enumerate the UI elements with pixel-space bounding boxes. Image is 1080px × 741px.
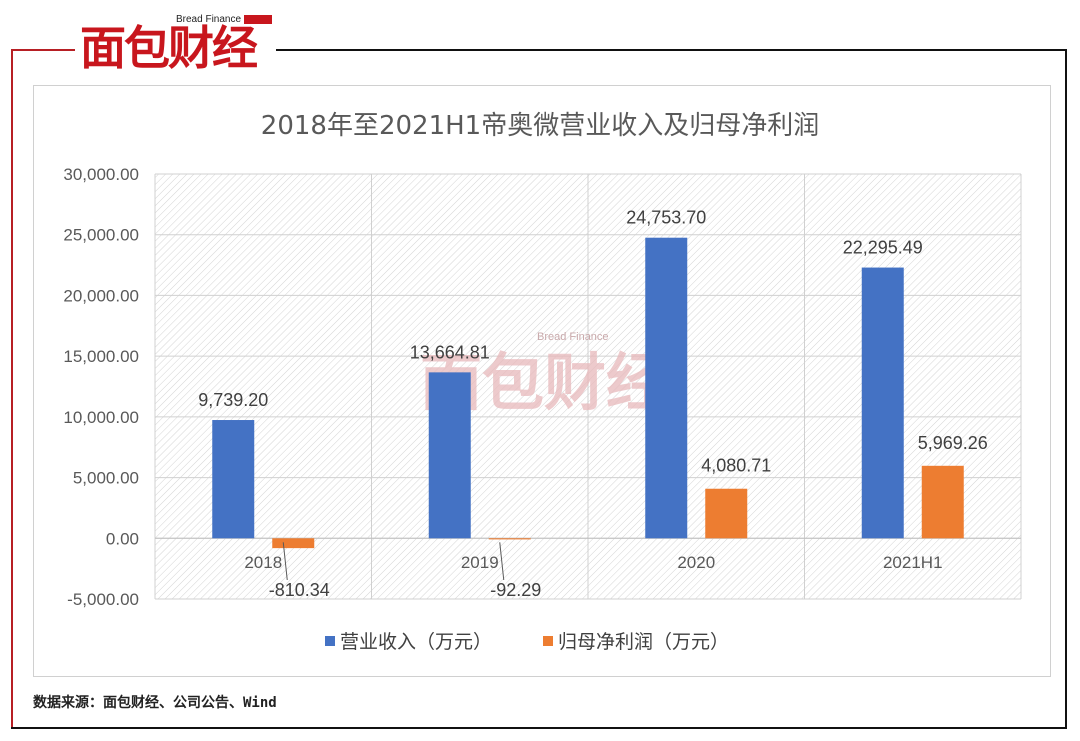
x-axis-labels: 2018 2019 2020 2021H1: [244, 553, 942, 572]
y-tick-label: 30,000.00: [63, 165, 139, 184]
frame-top-left-line: [11, 49, 75, 51]
y-tick-label: 15,000.00: [63, 347, 139, 366]
data-labels: 9,739.20 -810.34 13,664.81 -92.29 24,753.70 4…: [198, 208, 988, 600]
legend-swatch: [325, 636, 335, 646]
y-axis-ticks: 30,000.00 25,000.00 20,000.00 15,000.00 10,0…: [63, 165, 139, 609]
bar-net-profit: [921, 465, 964, 539]
legend-label: 归母净利润（万元）: [558, 631, 729, 653]
label-leader-line: [282, 542, 288, 581]
data-label: 4,080.71: [701, 456, 771, 476]
data-label: -810.34: [269, 580, 330, 600]
bar-revenue: [428, 372, 471, 539]
bar-net-profit: [488, 538, 531, 540]
data-label: 13,664.81: [410, 342, 490, 362]
data-label: -92.29: [490, 580, 541, 600]
y-tick-label: 10,000.00: [63, 408, 139, 427]
x-tick-label: 2018: [244, 553, 282, 572]
y-tick-label: 25,000.00: [63, 226, 139, 245]
y-tick-label: 5,000.00: [73, 469, 139, 488]
chart-title: 2018年至2021H1帝奥微营业收入及归母净利润: [260, 111, 820, 141]
source-note: 数据来源：面包财经、公司公告、Wind: [33, 695, 277, 711]
frame-left-line: [11, 49, 13, 728]
data-label: 22,295.49: [843, 238, 923, 258]
frame-top-right-line: [276, 49, 1066, 51]
data-label: 5,969.26: [918, 433, 988, 453]
frame-bottom-line: [11, 727, 1067, 729]
bar-net-profit: [272, 538, 315, 549]
bar-net-profit: [705, 488, 748, 539]
x-tick-label: 2019: [461, 553, 499, 572]
y-tick-label: 0.00: [106, 529, 139, 548]
bar-revenue: [645, 237, 688, 539]
brand-logo: 面包财经: [80, 21, 258, 75]
bar-revenue: [861, 267, 904, 539]
brand-name-en: Bread Finance: [176, 14, 242, 25]
brand-logo-bar: [244, 15, 272, 24]
legend: 营业收入（万元） 归母净利润（万元）: [325, 631, 729, 653]
bar-revenue: [212, 420, 255, 539]
y-tick-label: -5,000.00: [67, 590, 139, 609]
label-leader-line: [499, 542, 505, 581]
x-tick-label: 2021H1: [883, 553, 943, 572]
x-tick-label: 2020: [677, 553, 715, 572]
y-tick-label: 20,000.00: [63, 286, 139, 305]
data-label: 9,739.20: [198, 390, 268, 410]
data-label: 24,753.70: [626, 208, 706, 228]
legend-label: 营业收入（万元）: [340, 631, 492, 653]
bars: [212, 237, 964, 549]
legend-swatch: [543, 636, 553, 646]
frame-right-line: [1065, 49, 1067, 728]
watermark-en: Bread Finance: [537, 331, 609, 343]
